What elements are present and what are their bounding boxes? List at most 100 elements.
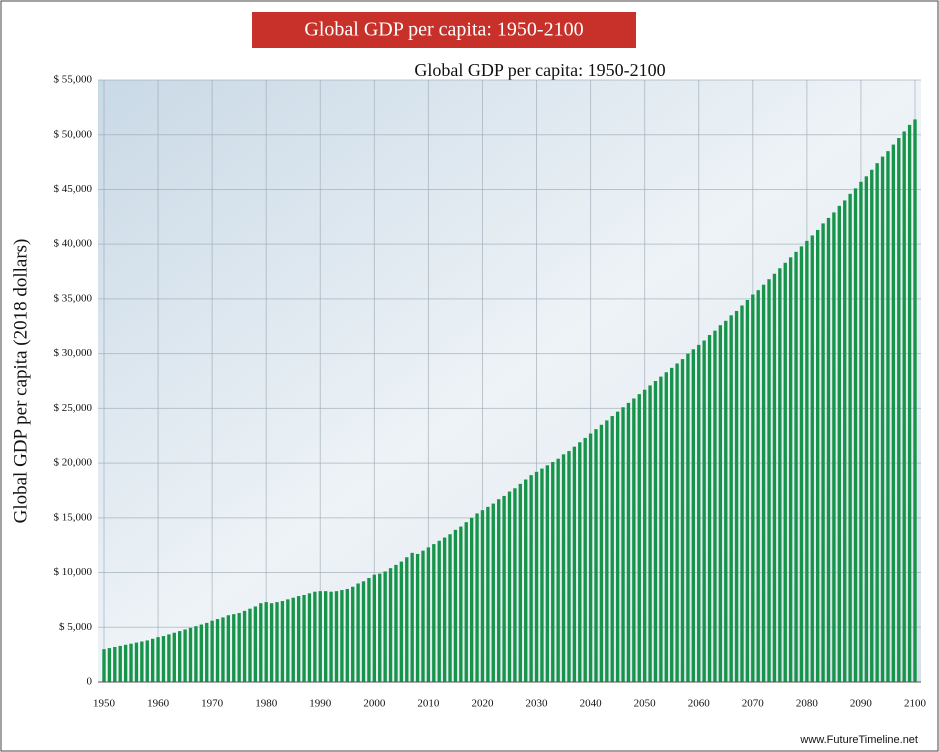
bar xyxy=(107,648,112,682)
bar xyxy=(670,367,674,682)
bar xyxy=(226,615,231,682)
bar xyxy=(870,169,874,682)
y-tick-label: $ 25,000 xyxy=(54,402,93,414)
bar xyxy=(761,284,766,682)
bar xyxy=(713,330,717,682)
x-tick-label: 2020 xyxy=(471,698,494,710)
y-tick-label: $ 5,000 xyxy=(59,621,93,633)
bar xyxy=(205,622,209,682)
bar xyxy=(891,144,896,682)
bar xyxy=(253,606,258,682)
bar xyxy=(561,454,566,682)
x-tick-label: 2030 xyxy=(526,698,549,710)
bar xyxy=(605,420,609,682)
bar xyxy=(356,583,360,682)
bar xyxy=(524,479,528,682)
bar xyxy=(837,205,841,682)
bar xyxy=(286,599,290,682)
bar xyxy=(680,359,685,682)
bar xyxy=(448,534,452,682)
bar xyxy=(853,188,858,683)
bar xyxy=(361,581,366,682)
bar xyxy=(313,591,317,682)
bar xyxy=(367,578,371,682)
bar xyxy=(518,483,522,682)
bar xyxy=(653,381,658,682)
bar xyxy=(215,619,220,682)
bar xyxy=(491,503,495,682)
bar xyxy=(772,273,777,682)
bar xyxy=(178,631,182,682)
bar xyxy=(913,119,917,683)
bar xyxy=(453,529,458,682)
banner xyxy=(252,12,636,48)
bar xyxy=(275,602,279,682)
bar xyxy=(480,510,485,682)
bar xyxy=(707,335,712,682)
bar xyxy=(702,340,706,682)
bar xyxy=(502,495,506,682)
bar xyxy=(588,433,593,682)
bar xyxy=(161,636,166,682)
bar xyxy=(183,629,187,682)
bar xyxy=(886,151,890,683)
bar xyxy=(691,349,696,682)
bar xyxy=(134,642,139,682)
x-tick-label: 2050 xyxy=(634,698,657,710)
bar xyxy=(897,138,901,682)
bar xyxy=(880,156,885,683)
x-tick-label: 2100 xyxy=(904,698,927,710)
bar xyxy=(410,552,414,682)
bar xyxy=(199,624,203,682)
bar xyxy=(210,620,214,682)
bar xyxy=(729,315,733,682)
x-tick-label: 2070 xyxy=(742,698,765,710)
bar xyxy=(421,550,425,682)
bar xyxy=(848,193,852,682)
bar xyxy=(469,517,474,682)
bar xyxy=(632,398,636,682)
bar xyxy=(259,603,263,682)
x-tick-label: 2040 xyxy=(580,698,603,710)
x-tick-label: 1990 xyxy=(309,698,332,710)
bar xyxy=(296,596,301,682)
bar xyxy=(486,506,490,682)
bar xyxy=(718,325,723,682)
x-tick-label: 2080 xyxy=(796,698,819,710)
banner-text: Global GDP per capita: 1950-2100 xyxy=(304,19,583,41)
bar xyxy=(394,564,398,682)
bar xyxy=(816,229,820,682)
bar xyxy=(345,588,349,682)
bar xyxy=(405,557,409,682)
bar xyxy=(875,163,879,683)
bar xyxy=(264,602,268,682)
y-tick-label: $ 35,000 xyxy=(54,292,93,304)
x-tick-label: 1980 xyxy=(255,698,278,710)
bar xyxy=(540,468,544,682)
bar xyxy=(383,571,387,682)
bar xyxy=(783,262,787,682)
bar xyxy=(123,644,128,682)
bar xyxy=(599,424,604,682)
bar xyxy=(194,626,198,682)
bar xyxy=(172,632,176,682)
y-tick-label: $ 55,000 xyxy=(54,74,93,86)
bar xyxy=(129,643,133,682)
bar xyxy=(242,610,247,682)
bar xyxy=(340,590,344,682)
bar xyxy=(118,645,122,682)
bar xyxy=(745,300,750,682)
y-tick-label: $ 15,000 xyxy=(54,511,93,523)
x-tick-label: 2000 xyxy=(363,698,386,710)
y-tick-label: $ 50,000 xyxy=(54,128,93,140)
bar xyxy=(388,568,393,682)
bar xyxy=(329,591,333,682)
bar xyxy=(810,235,814,682)
bar xyxy=(778,268,782,682)
bar xyxy=(794,251,798,683)
bar xyxy=(113,646,117,682)
y-tick-label: $ 40,000 xyxy=(54,238,93,250)
bar xyxy=(756,290,760,682)
bar xyxy=(799,246,804,682)
bar xyxy=(372,574,377,682)
